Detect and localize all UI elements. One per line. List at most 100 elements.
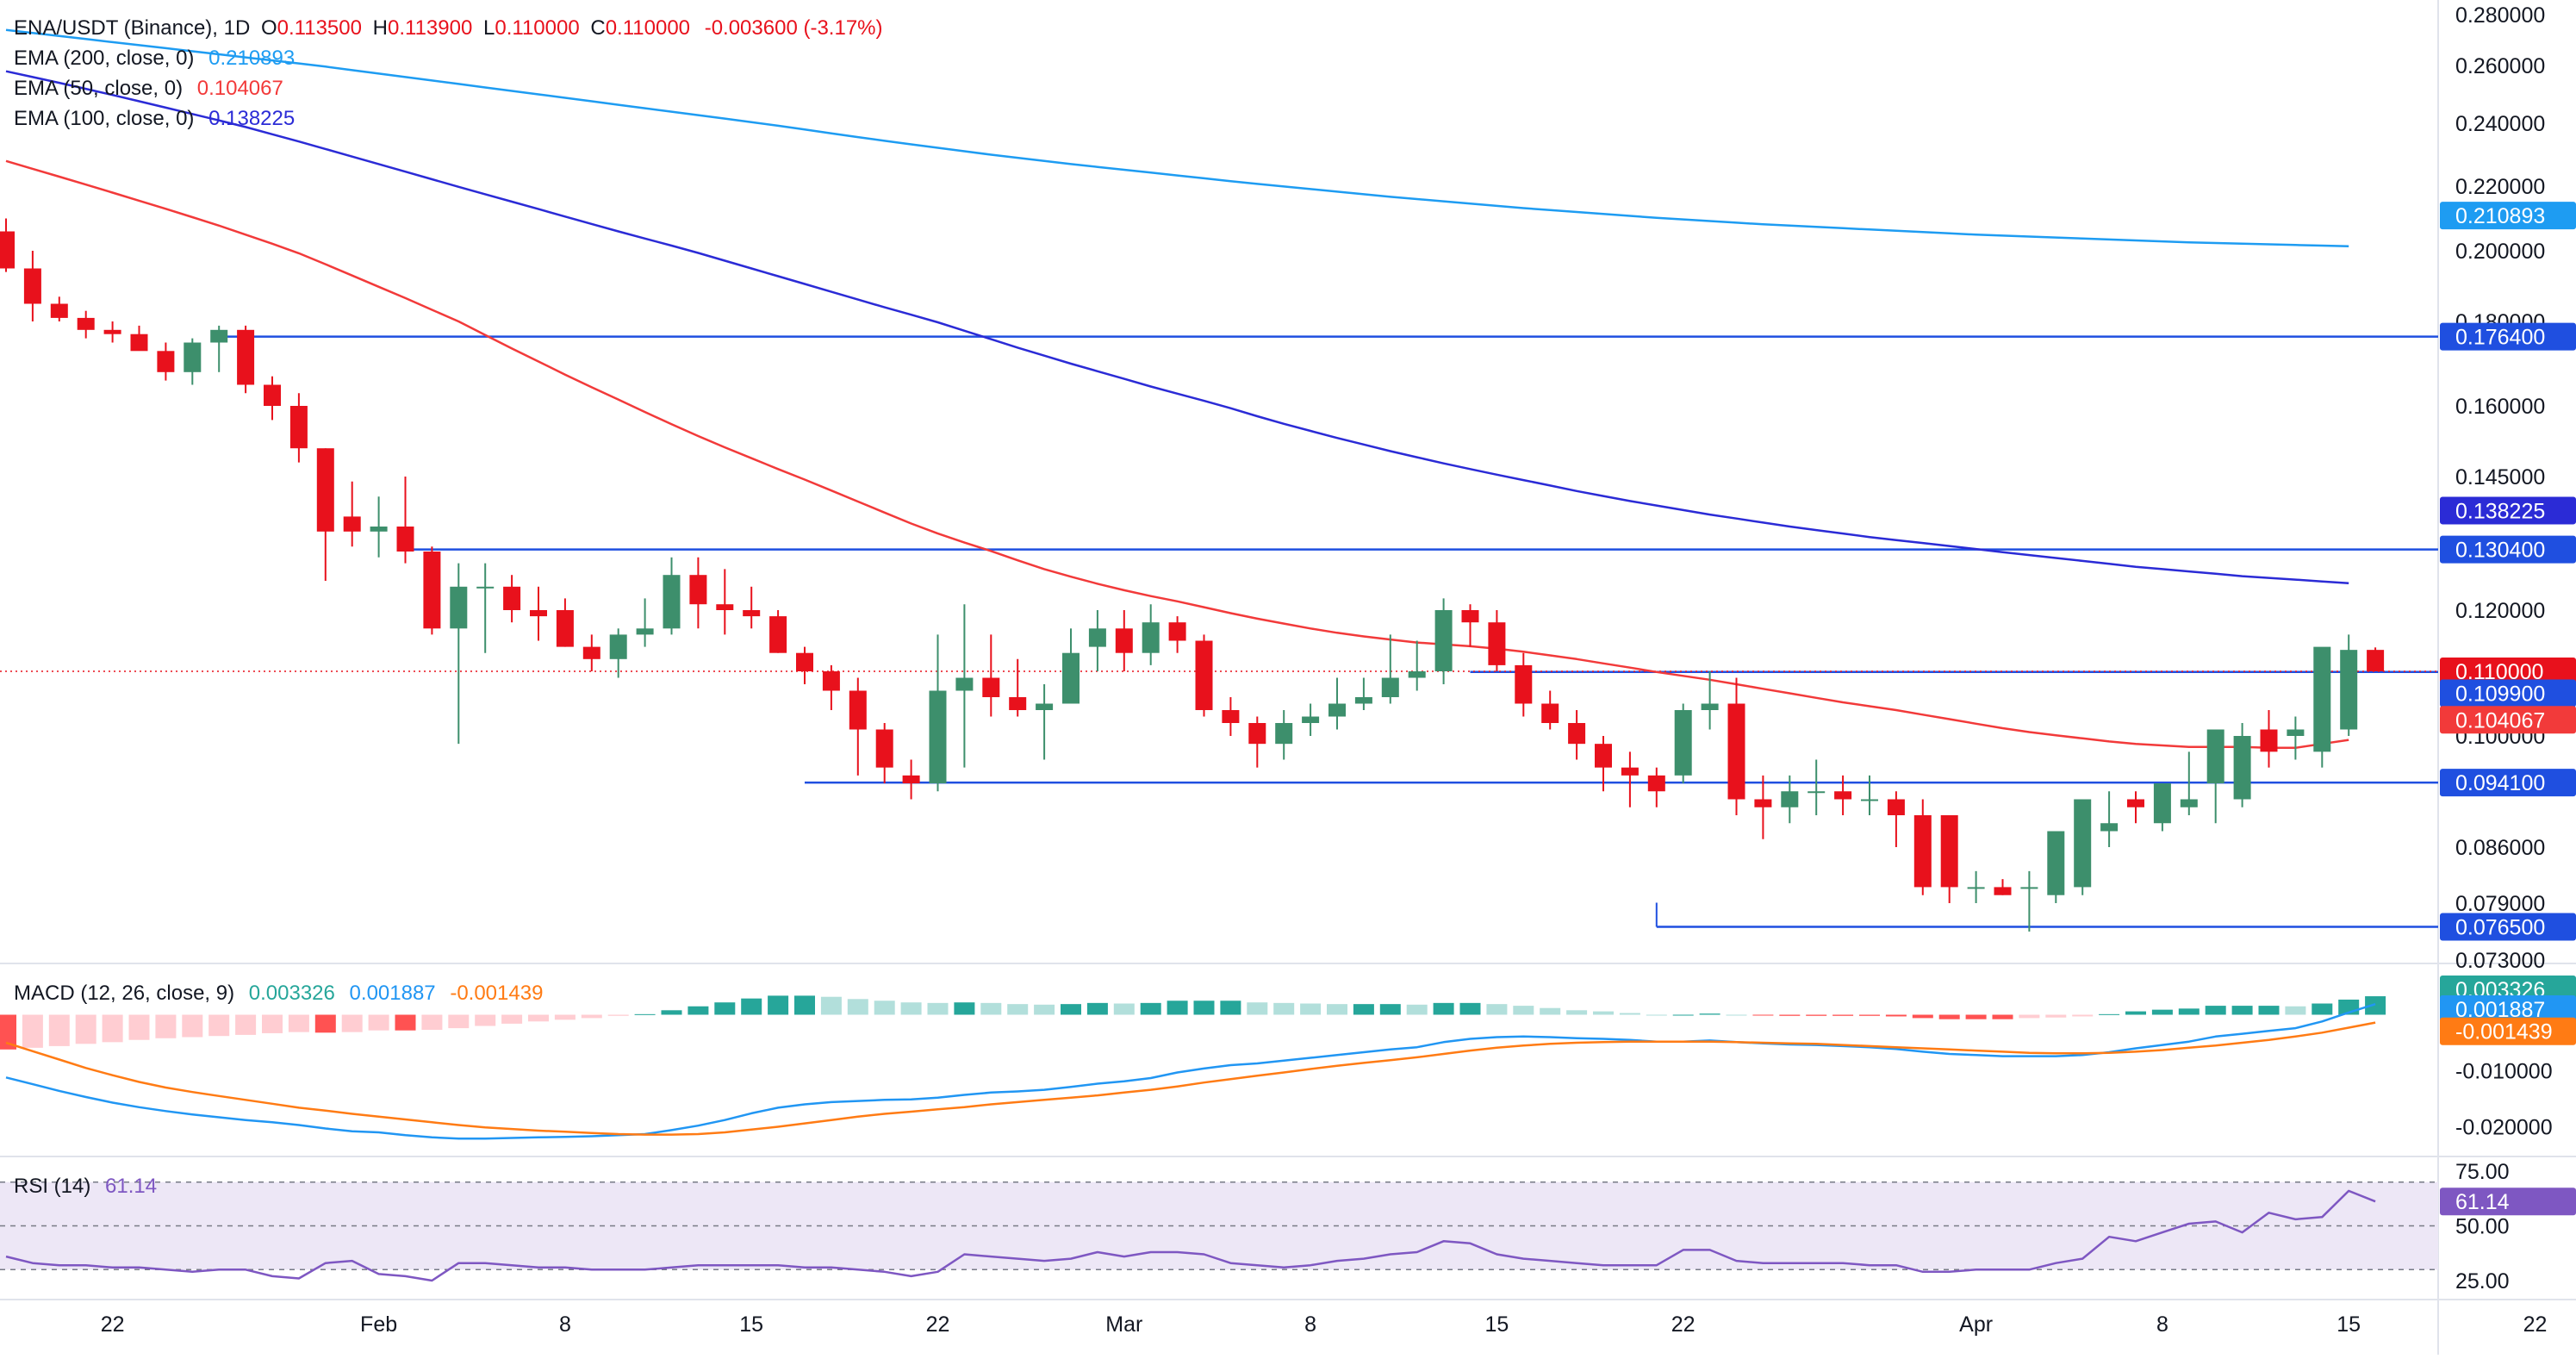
candle-body: [530, 610, 547, 617]
macd-histogram-bar: [22, 1014, 43, 1048]
candle-body: [2100, 823, 2119, 832]
candle-body: [1541, 703, 1559, 723]
macd-histogram-bar: [1247, 1002, 1268, 1015]
macd-histogram-bar: [688, 1006, 709, 1015]
macd-histogram-bar: [1086, 1002, 1108, 1015]
macd-histogram-bar: [2205, 1006, 2226, 1015]
x-tick-label: 15: [739, 1312, 763, 1337]
candle-body: [716, 604, 734, 610]
candle-body: [1754, 799, 1772, 807]
macd-histogram-bar: [634, 1013, 656, 1015]
candle-body: [2020, 887, 2038, 889]
candle-body: [2074, 799, 2092, 888]
price-label-box: [2440, 322, 2576, 351]
price-label-box: [2440, 535, 2576, 564]
candle-body: [1701, 703, 1719, 710]
legend-rsi-value: 61.14: [105, 1175, 157, 1198]
candle-body: [1488, 622, 1506, 665]
candle-body: [1195, 640, 1213, 710]
candle-body: [875, 729, 893, 768]
candle-body: [929, 690, 947, 783]
legend-open-value: 0.113500: [277, 16, 362, 40]
macd-histogram-bar: [1007, 1004, 1029, 1015]
candle-body: [1515, 664, 1533, 704]
x-tick-label: 8: [1304, 1312, 1316, 1337]
macd-histogram-bar: [1300, 1003, 1322, 1015]
candle-body: [1275, 723, 1293, 745]
macd-histogram-bar: [448, 1014, 470, 1029]
macd-histogram-bar: [288, 1014, 309, 1032]
x-tick-label: 15: [1484, 1312, 1509, 1337]
candle-body: [103, 329, 121, 334]
macd-histogram-bar: [1752, 1014, 1774, 1016]
macd-histogram-bar: [102, 1014, 123, 1043]
legend-ema200-value: 0.210893: [208, 47, 295, 70]
macd-histogram-bar: [314, 1014, 336, 1033]
legend-change: -0.003600 (-3.17%): [705, 16, 883, 40]
macd-histogram-bar: [1965, 1014, 1987, 1019]
price-tick-label: 0.200000: [2455, 240, 2545, 264]
candle-body: [1036, 703, 1054, 710]
candle-body: [2313, 646, 2331, 752]
macd-histogram-bar: [874, 1001, 895, 1015]
candle-body: [1248, 723, 1266, 745]
macd-line: [5, 1003, 2376, 1140]
candle-body: [1887, 799, 1905, 815]
candle-body: [1062, 652, 1080, 704]
x-tick-label: Mar: [1105, 1312, 1142, 1337]
x-tick-label: 22: [1671, 1312, 1696, 1337]
ema100-line: [5, 70, 2349, 584]
legend-macd-line: 0.001887: [350, 982, 436, 1005]
macd-histogram-bar: [607, 1014, 629, 1016]
candle-body: [2047, 831, 2065, 895]
macd-histogram-bar: [1938, 1014, 1960, 1019]
macd-histogram-bar: [820, 996, 842, 1015]
macd-histogram-bar: [501, 1014, 523, 1024]
macd-histogram-bar: [1885, 1014, 1907, 1017]
candle-body: [210, 329, 228, 343]
candle-body: [1168, 622, 1186, 641]
macd-histogram-bar: [581, 1014, 602, 1019]
rsi-tick-label: 50.00: [2455, 1215, 2510, 1239]
price-label-box: [2440, 496, 2576, 525]
legend-macd-hist: 0.003326: [249, 982, 335, 1005]
price-label-text: 0.076500: [2455, 916, 2545, 940]
candle-body: [582, 646, 600, 659]
candle-body: [370, 527, 388, 532]
candle-body: [1009, 697, 1027, 710]
macd-histogram-bar: [2285, 1006, 2306, 1015]
svg-text:EMA (200, close, 0) 0.21: EMA (200, close, 0) 0.210893: [14, 47, 295, 70]
macd-histogram-bar: [395, 1014, 416, 1031]
price-label-box: [2440, 202, 2576, 230]
macd-histogram-bar: [714, 1002, 736, 1015]
price-label-text: 0.130400: [2455, 539, 2545, 563]
rsi-tick-label: 75.00: [2455, 1160, 2510, 1184]
candle-body: [264, 384, 281, 406]
candle-body: [1115, 628, 1133, 653]
macd-histogram-bar: [1327, 1004, 1347, 1015]
macd-histogram-bar: [2178, 1008, 2200, 1015]
macd-histogram-bar: [1061, 1004, 1081, 1015]
candle-body: [476, 586, 495, 589]
price-tick-label: 0.120000: [2455, 599, 2545, 623]
legend-ema200-label: EMA (200, close, 0): [14, 47, 194, 70]
macd-histogram-bar: [2019, 1014, 2040, 1019]
macd-histogram-bar: [1726, 1014, 1747, 1016]
legend-low-value: 0.110000: [495, 16, 579, 40]
price-label-box: [2440, 769, 2576, 797]
legend-close-label: C: [590, 16, 605, 40]
price-label-text: 0.104067: [2455, 708, 2545, 732]
x-tick-label: Feb: [360, 1312, 397, 1337]
rsi-tick-label: 25.00: [2455, 1269, 2510, 1294]
candle-body: [689, 575, 707, 605]
macd-histogram-bar: [1459, 1002, 1481, 1015]
candle-body: [1940, 815, 1958, 888]
macd-histogram-bar: [1779, 1014, 1801, 1016]
legend-high-label: H: [373, 16, 388, 40]
macd-histogram-bar: [1220, 1001, 1241, 1015]
macd-histogram-bar: [75, 1014, 96, 1044]
macd-histogram-bar: [927, 1002, 949, 1015]
candle-body: [1088, 628, 1106, 647]
